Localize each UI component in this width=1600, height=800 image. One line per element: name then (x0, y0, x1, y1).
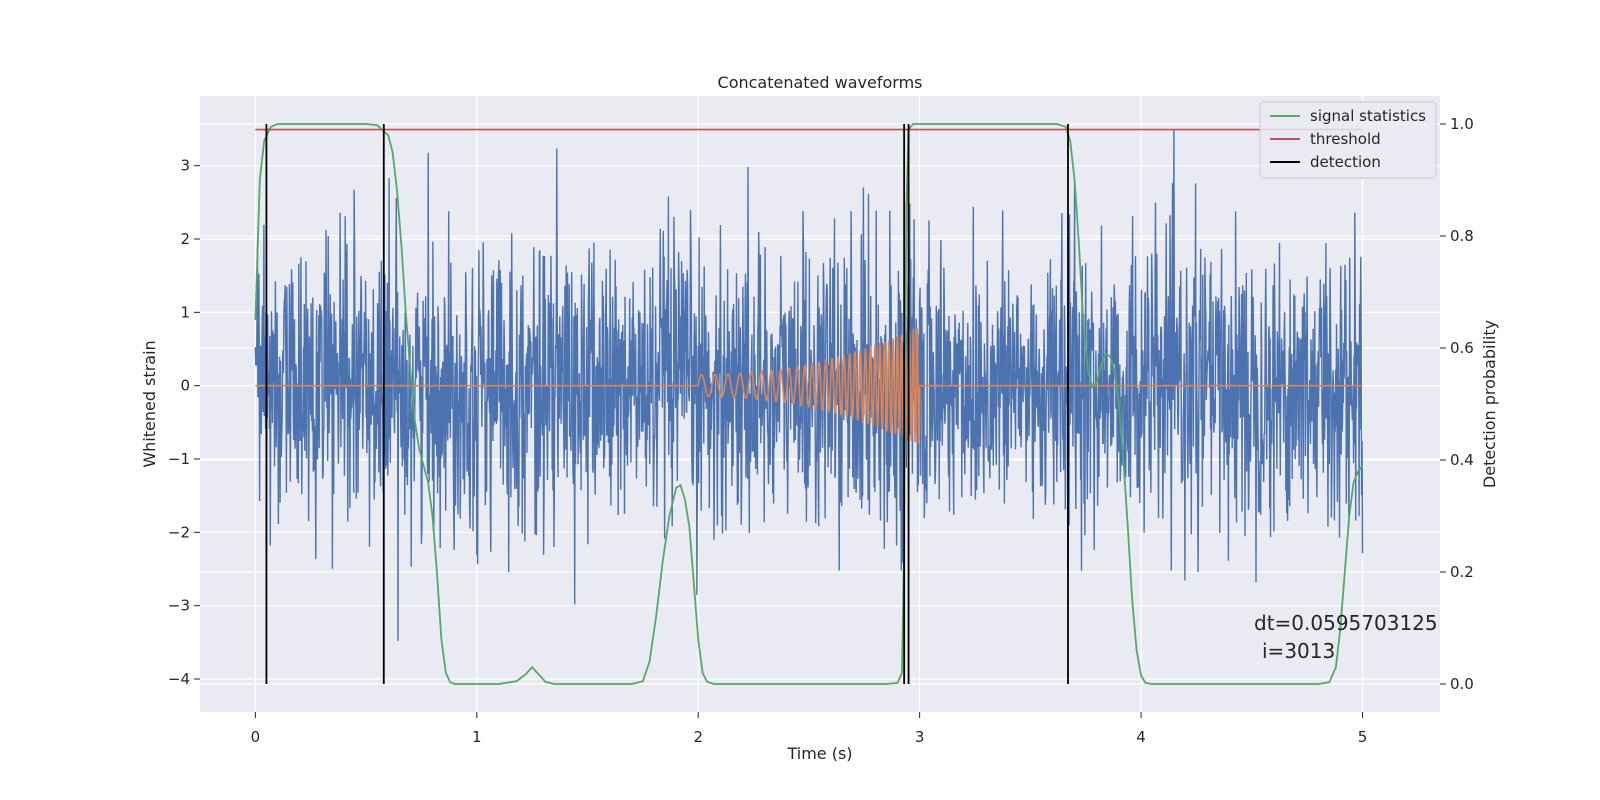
chart-title: Concatenated waveforms (718, 73, 923, 92)
chirp-series (255, 327, 1363, 446)
y-tick-label: 1 (180, 303, 190, 321)
x-tick-label: 1 (472, 728, 482, 746)
axis-layer: 0 1 2 3 4 5 −4 −3 −2 −1 0 1 2 3 0.0 0.2 0.4 0.6 0.8 1.0 (168, 115, 1474, 746)
signal-statistics-line (254, 123, 1364, 685)
detection-series (265, 124, 1069, 684)
y2-tick-label: 0.2 (1450, 563, 1474, 581)
y-axis-title: Whitened strain (140, 340, 159, 467)
x-tick-label: 4 (1136, 728, 1146, 746)
y2-axis-title: Detection probability (1480, 320, 1499, 488)
x-tick-label: 0 (251, 728, 261, 746)
annotation-i: i=3013 (1262, 639, 1335, 663)
y2-tick-label: 1.0 (1450, 115, 1474, 133)
y2-tick-label: 0.6 (1450, 339, 1474, 357)
chirp-line (255, 327, 1363, 446)
legend-label-threshold: threshold (1310, 130, 1381, 148)
legend-label-signal-statistics: signal statistics (1310, 107, 1426, 125)
y-tick-label: −1 (168, 450, 190, 468)
y2-tick-label: 0.0 (1450, 675, 1474, 693)
x-tick-label: 2 (693, 728, 703, 746)
y-tick-label: 0 (180, 377, 190, 395)
signal-statistics-series (254, 123, 1364, 685)
legend: signal statistics threshold detection (1259, 101, 1437, 179)
legend-label-detection: detection (1310, 153, 1381, 171)
y2-tick-label: 0.4 (1450, 451, 1474, 469)
y-tick-label: 2 (180, 230, 190, 248)
legend-box (1259, 101, 1437, 179)
annotation-dt: dt=0.0595703125 (1254, 611, 1438, 635)
y-tick-label: −4 (168, 670, 190, 688)
x-tick-label: 3 (915, 728, 925, 746)
noise-line (254, 128, 1364, 641)
y-tick-label: 3 (180, 157, 190, 175)
y-tick-label: −2 (168, 523, 190, 541)
y2-tick-label: 0.8 (1450, 227, 1474, 245)
y-tick-label: −3 (168, 597, 190, 615)
x-tick-label: 5 (1358, 728, 1368, 746)
noise-series (254, 128, 1364, 641)
x-axis-title: Time (s) (786, 744, 852, 763)
